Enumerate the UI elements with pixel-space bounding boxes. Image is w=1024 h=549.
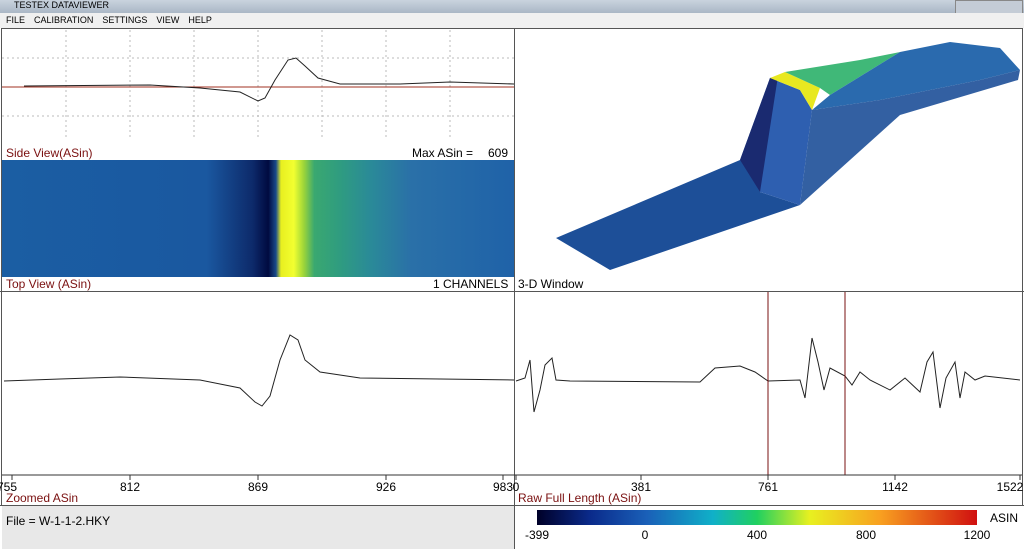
side-view-label: Side View(ASin) [6, 146, 93, 160]
file-name: File = W-1-1-2.HKY [6, 514, 111, 528]
x-tick-label: 0 [512, 480, 520, 494]
menu-item[interactable]: SETTINGS [102, 15, 148, 25]
colorbar-tick: 1200 [963, 528, 991, 542]
surface-3d [556, 42, 1020, 270]
heatmap [2, 160, 514, 277]
menu-item[interactable]: CALIBRATION [34, 15, 94, 25]
x-tick-label: 983 [492, 480, 514, 494]
x-tick-label: 755 [0, 480, 18, 494]
3d-window-label: 3-D Window [518, 277, 584, 291]
channels-label: 1 CHANNELS [433, 277, 509, 291]
colorbar-tick: 800 [855, 528, 877, 542]
colorbar-tick: -399 [524, 528, 550, 542]
x-tick-label: 1522 [996, 480, 1024, 494]
x-tick-label: 761 [757, 480, 779, 494]
side-waveform [23, 57, 515, 102]
status-bar [2, 506, 514, 549]
menu: FILE CALIBRATION SETTINGS VIEW HELP [6, 15, 212, 25]
title-bar [0, 0, 1024, 13]
x-tick-label: 1142 [882, 480, 908, 494]
raw-waveform [515, 337, 1021, 413]
colorbar-unit: ASIN [990, 511, 1019, 525]
window-title: TESTEX DATAVIEWER [14, 0, 110, 10]
x-tick-label: 812 [119, 480, 141, 494]
zoomed-waveform [3, 334, 515, 407]
raw-label: Raw Full Length (ASin) [518, 491, 642, 505]
menu-bar [0, 13, 1024, 28]
tick-marks [2, 474, 1022, 480]
frames [0, 28, 1024, 549]
menu-item[interactable]: HELP [188, 15, 212, 25]
colorbar-tick: 0 [641, 528, 649, 542]
colorbar-tick: 400 [746, 528, 768, 542]
menu-item[interactable]: FILE [6, 15, 26, 25]
top-view-label: Top View (ASin) [6, 277, 92, 291]
x-tick-label: 381 [630, 480, 652, 494]
zoomed-label: Zoomed ASin [6, 491, 79, 505]
colorbar [537, 510, 977, 525]
max-value: 609 [488, 146, 509, 160]
max-label: Max ASin = [412, 146, 474, 160]
x-tick-label: 869 [247, 480, 269, 494]
menu-item[interactable]: VIEW [156, 15, 180, 25]
x-tick-label: 926 [375, 480, 397, 494]
side-grid [2, 30, 514, 140]
